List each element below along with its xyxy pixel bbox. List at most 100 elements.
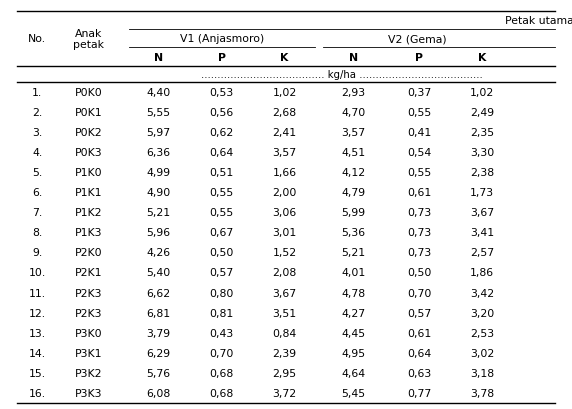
Text: 5.: 5. [32,168,42,178]
Text: 0,73: 0,73 [407,248,431,258]
Text: 5,97: 5,97 [146,128,171,137]
Text: 2,93: 2,93 [341,88,366,97]
Text: 0,55: 0,55 [209,208,234,218]
Text: 0,57: 0,57 [209,268,234,278]
Text: 2,35: 2,35 [470,128,494,137]
Text: 0,57: 0,57 [407,308,431,318]
Text: 4,45: 4,45 [341,328,366,338]
Text: 3,78: 3,78 [470,388,494,398]
Text: 3,30: 3,30 [470,148,494,157]
Text: 5,21: 5,21 [341,248,366,258]
Text: 7.: 7. [32,208,42,218]
Text: 3,02: 3,02 [470,348,494,358]
Text: K: K [280,52,289,62]
Text: 0,77: 0,77 [407,388,431,398]
Text: 3,01: 3,01 [272,228,297,238]
Text: P: P [415,52,423,62]
Text: 5,21: 5,21 [146,208,171,218]
Text: 3,67: 3,67 [470,208,494,218]
Text: P2K1: P2K1 [75,268,102,278]
Text: 10.: 10. [29,268,46,278]
Text: 4,64: 4,64 [341,368,366,378]
Text: 3,06: 3,06 [272,208,297,218]
Text: 0,63: 0,63 [407,368,431,378]
Text: 3,57: 3,57 [272,148,297,157]
Text: 11.: 11. [29,288,46,298]
Text: 6.: 6. [32,188,42,198]
Text: 2,41: 2,41 [272,128,297,137]
Text: 0,41: 0,41 [407,128,431,137]
Text: N: N [349,52,358,62]
Text: 3,42: 3,42 [470,288,494,298]
Text: 4,79: 4,79 [341,188,366,198]
Text: N: N [154,52,163,62]
Text: 2,68: 2,68 [272,108,297,117]
Text: 0,60: 0,60 [407,408,431,409]
Text: 13.: 13. [29,328,46,338]
Text: 4,99: 4,99 [146,168,171,178]
Text: 5,99: 5,99 [341,208,366,218]
Text: 0,68: 0,68 [209,368,234,378]
Text: 0,61: 0,61 [407,188,431,198]
Text: 4,27: 4,27 [341,308,366,318]
Text: 2,51: 2,51 [272,408,297,409]
Text: 6,36: 6,36 [146,148,171,157]
Text: P1K2: P1K2 [75,208,102,218]
Text: 0,54: 0,54 [407,148,431,157]
Text: P3K0: P3K0 [75,328,102,338]
Text: P2K3: P2K3 [75,308,102,318]
Text: V1 (Anjasmoro): V1 (Anjasmoro) [180,34,264,44]
Text: 0,68: 0,68 [209,388,234,398]
Text: 2,74: 2,74 [470,408,494,409]
Text: P3K2: P3K2 [75,368,102,378]
Text: 4,90: 4,90 [146,188,171,198]
Text: 0,50: 0,50 [209,248,234,258]
Text: 4,12: 4,12 [341,168,366,178]
Text: 4,70: 4,70 [341,108,366,117]
Text: 5,55: 5,55 [146,108,171,117]
Text: 0,80: 0,80 [209,288,234,298]
Text: V2 (Gema): V2 (Gema) [388,34,447,44]
Text: 0,73: 0,73 [407,228,431,238]
Text: 0,70: 0,70 [209,348,234,358]
Text: 1,52: 1,52 [272,248,297,258]
Text: 3,57: 3,57 [341,128,366,137]
Text: P1K3: P1K3 [75,228,102,238]
Text: 8.: 8. [32,228,42,238]
Text: 0,43: 0,43 [209,328,234,338]
Text: 4,40: 4,40 [146,88,171,97]
Text: 0,62: 0,62 [209,128,234,137]
Text: 6,08: 6,08 [146,388,171,398]
Text: P3K3: P3K3 [75,388,102,398]
Text: 4,78: 4,78 [341,288,366,298]
Text: P2K0: P2K0 [75,248,102,258]
Text: 0,56: 0,56 [209,108,234,117]
Text: 0,81: 0,81 [209,308,234,318]
Text: 1,66: 1,66 [272,168,297,178]
Text: P0K0: P0K0 [75,88,102,97]
Text: 3.: 3. [32,128,42,137]
Text: 5,36: 5,36 [341,228,366,238]
Text: P0K3: P0K3 [75,148,102,157]
Text: 3,41: 3,41 [470,228,494,238]
Text: 3,67: 3,67 [272,288,297,298]
Text: 1,86: 1,86 [470,268,494,278]
Text: 4,01: 4,01 [341,268,366,278]
Text: Anak
petak: Anak petak [73,29,104,50]
Text: 2,39: 2,39 [272,348,297,358]
Text: 6,62: 6,62 [146,288,171,298]
Text: 5,96: 5,96 [146,228,171,238]
Text: 0,55: 0,55 [407,168,431,178]
Text: K: K [478,52,486,62]
Text: 2,95: 2,95 [272,368,297,378]
Text: 0,61: 0,61 [407,328,431,338]
Text: P: P [218,52,225,62]
Text: 2,00: 2,00 [272,188,297,198]
Text: 5,76: 5,76 [146,368,171,378]
Text: 1,73: 1,73 [470,188,494,198]
Text: 0,51: 0,51 [209,168,234,178]
Text: No.: No. [28,34,46,44]
Text: 3,20: 3,20 [470,308,494,318]
Text: 4,95: 4,95 [341,348,366,358]
Text: ...................................... kg/ha ...................................: ...................................... k… [201,70,483,79]
